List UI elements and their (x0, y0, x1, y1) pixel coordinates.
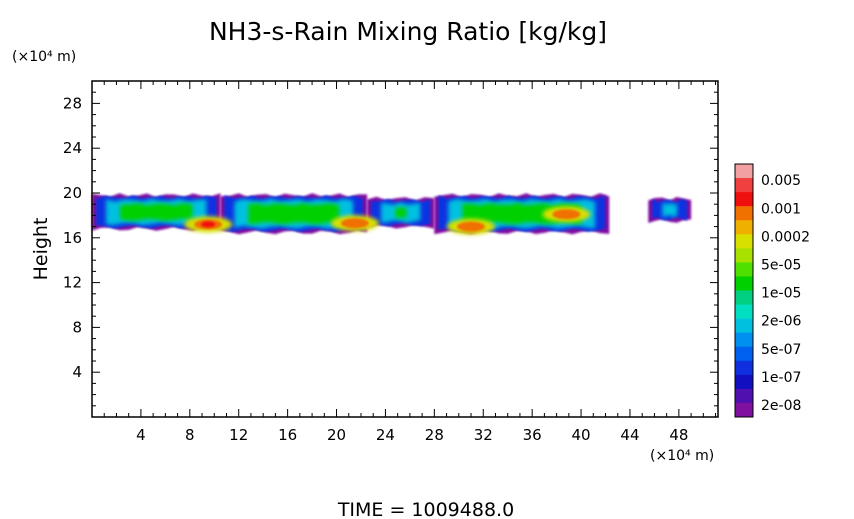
y-tick-labels: 4 8 12 16 20 24 28 (63, 94, 82, 381)
contour-region (120, 203, 193, 221)
colorbar-label: 2e-08 (761, 398, 801, 414)
contour-peak (457, 221, 486, 232)
x-tick-label: 36 (523, 426, 542, 444)
x-tick-label: 16 (278, 426, 297, 444)
colorbar-label: 0.005 (761, 173, 801, 189)
colorbar-swatch (735, 304, 753, 320)
y-tick-label: 12 (63, 274, 82, 292)
colorbar-swatch (735, 276, 753, 291)
contour-field (92, 193, 692, 235)
y-tick-label: 20 (63, 184, 82, 202)
x-tick-label: 20 (327, 426, 346, 444)
plot-frame (91, 80, 719, 418)
colorbar-swatch (735, 192, 753, 207)
contour-peak (340, 218, 369, 229)
colorbar-swatch (735, 402, 753, 418)
colorbar-swatch (735, 206, 753, 221)
x-tick-label: 12 (229, 426, 248, 444)
y-axis-unit: (×10⁴ m) (12, 49, 76, 65)
colorbar-label: 5e-07 (761, 342, 801, 358)
contour-region (395, 206, 407, 219)
colorbar-label: 2e-06 (761, 314, 801, 330)
colorbar-swatch (735, 374, 753, 390)
colorbar-swatch (735, 290, 753, 306)
y-tick-label: 16 (63, 229, 82, 247)
colorbar-frame (734, 163, 754, 418)
x-tick-label: 44 (620, 426, 639, 444)
chart-title: NH3-s-Rain Mixing Ratio [kg/kg] (209, 17, 607, 46)
contour-peak (552, 209, 581, 220)
x-tick-label: 24 (376, 426, 395, 444)
colorbar-swatch (735, 388, 753, 404)
axis-ticks (92, 81, 718, 417)
colorbar-swatch (735, 360, 753, 376)
colorbar-label: 5e-05 (761, 257, 801, 273)
colorbar-label: 0.001 (761, 201, 801, 217)
colorbar-swatch (735, 332, 753, 348)
colorbar: 0.005 0.001 0.0002 5e-05 1e-05 2e-06 5e-07 1e-0… (734, 163, 810, 418)
y-tick-label: 8 (72, 318, 82, 336)
colorbar-swatch (735, 248, 753, 263)
x-axis-unit: (×10⁴ m) (650, 448, 714, 464)
x-tick-label: 4 (136, 426, 146, 444)
colorbar-swatch (735, 220, 753, 235)
contour-peak (201, 221, 216, 228)
colorbar-swatch (735, 164, 753, 179)
colorbar-swatch (735, 262, 753, 277)
y-axis-label: Height (30, 218, 52, 281)
x-tick-label: 40 (572, 426, 591, 444)
colorbar-swatch (735, 318, 753, 334)
x-tick-labels: 4 8 12 16 20 24 28 32 36 40 44 48 (136, 426, 688, 444)
colorbar-swatch (735, 178, 753, 193)
y-tick-label: 28 (63, 94, 82, 112)
y-tick-label: 4 (72, 363, 82, 381)
contour-region (248, 203, 340, 225)
x-tick-label: 48 (669, 426, 688, 444)
colorbar-swatch (735, 346, 753, 362)
colorbar-swatch (735, 234, 753, 249)
time-footer: TIME = 1009488.0 (337, 499, 514, 519)
x-tick-label: 8 (185, 426, 195, 444)
colorbar-label: 1e-05 (761, 286, 801, 302)
x-tick-label: 28 (425, 426, 444, 444)
contour-region (662, 202, 678, 218)
x-tick-label: 32 (474, 426, 493, 444)
colorbar-label: 1e-07 (761, 370, 801, 386)
colorbar-label: 0.0002 (761, 229, 810, 245)
y-tick-label: 24 (63, 139, 82, 157)
